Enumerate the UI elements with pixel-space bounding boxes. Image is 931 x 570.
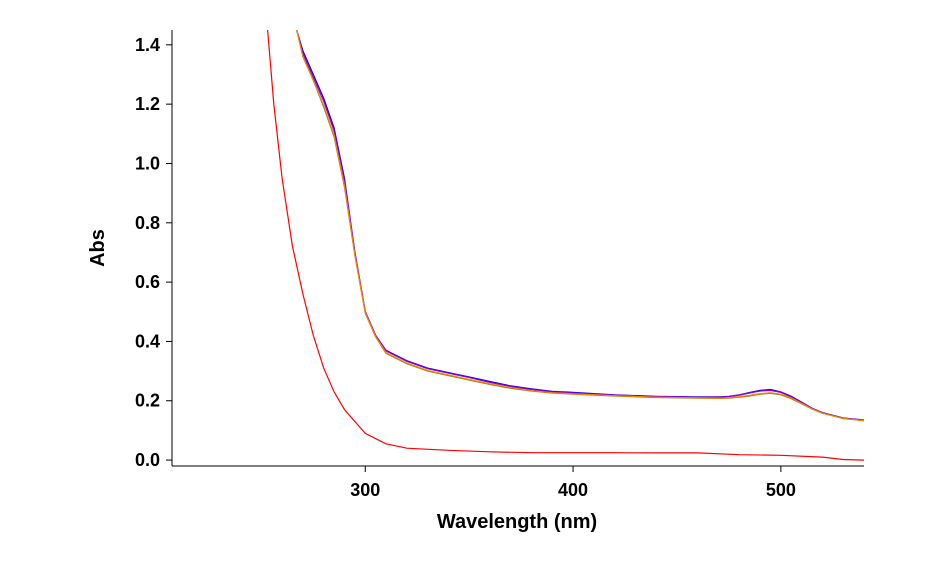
x-tick-label: 300: [350, 480, 380, 500]
y-tick-label: 0.8: [135, 213, 160, 233]
series-line-orange: [296, 30, 864, 422]
y-tick-label: 1.4: [135, 35, 160, 55]
y-tick-label: 0.0: [135, 450, 160, 470]
series-layer: [267, 30, 864, 461]
y-axis-title: Abs: [87, 229, 109, 267]
x-tick-label: 400: [558, 480, 588, 500]
series-line-blue: [296, 30, 864, 421]
series-line-olive: [296, 30, 864, 422]
series-line-violet: [296, 30, 864, 421]
y-tick-label: 1.0: [135, 153, 160, 173]
x-axis-title: Wavelength (nm): [437, 511, 597, 533]
ticks-layer: 0.0 0.2 0.4 0.6 0.8 1.0 1.2 1.4 300 400 500: [135, 35, 796, 500]
y-tick-label: 1.2: [135, 94, 160, 114]
y-tick-label: 0.2: [135, 391, 160, 411]
series-line-red: [267, 30, 864, 461]
y-tick-label: 0.4: [135, 331, 160, 351]
y-tick-label: 0.6: [135, 272, 160, 292]
x-tick-label: 500: [766, 480, 796, 500]
